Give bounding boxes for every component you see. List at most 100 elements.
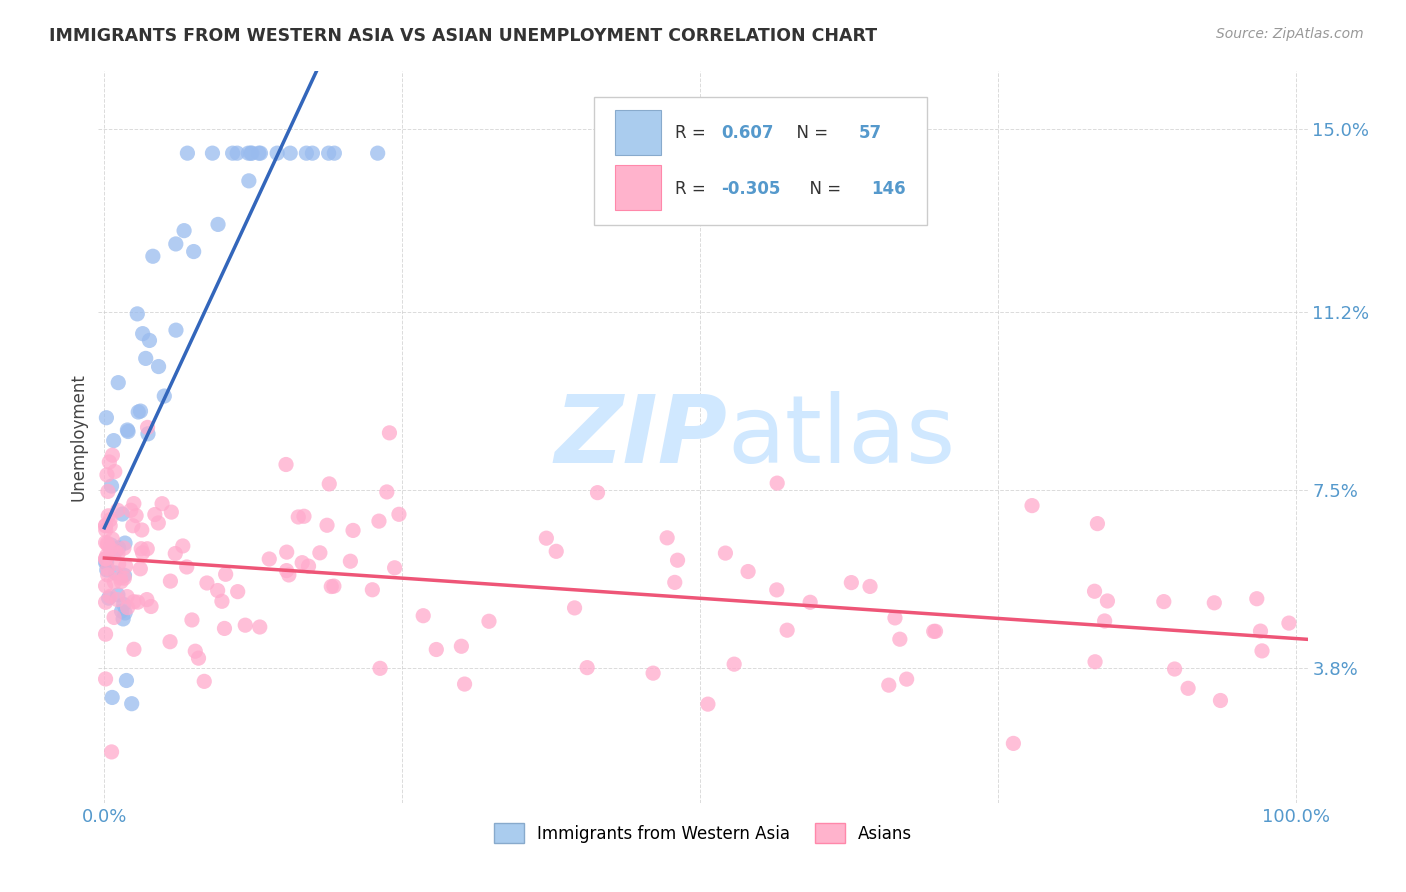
Point xyxy=(1177,681,1199,696)
Point xyxy=(127,595,149,609)
Point xyxy=(239,146,262,161)
Point xyxy=(112,612,135,626)
Point xyxy=(138,334,160,348)
Point xyxy=(696,697,718,711)
Point xyxy=(1278,616,1301,631)
Point xyxy=(98,513,121,527)
Point xyxy=(322,579,344,593)
Point xyxy=(238,146,260,161)
Point xyxy=(176,560,198,574)
Point xyxy=(98,518,121,533)
Point xyxy=(96,410,118,425)
Point xyxy=(318,476,340,491)
Point xyxy=(94,535,117,549)
Text: ZIP: ZIP xyxy=(554,391,727,483)
Point xyxy=(98,589,121,603)
Point xyxy=(114,536,136,550)
Point xyxy=(412,608,434,623)
Point xyxy=(240,146,263,161)
Bar xyxy=(614,165,661,211)
Point xyxy=(97,568,120,582)
Point xyxy=(107,376,129,390)
Point xyxy=(148,359,170,374)
Point xyxy=(321,580,343,594)
Point xyxy=(276,545,298,559)
Point xyxy=(1084,655,1107,669)
Point xyxy=(129,404,152,418)
Point xyxy=(96,467,118,482)
Point xyxy=(1083,584,1105,599)
Point xyxy=(176,146,198,161)
Point xyxy=(841,575,863,590)
Point xyxy=(276,564,298,578)
Point xyxy=(103,575,125,590)
Point xyxy=(1163,662,1185,676)
Point xyxy=(110,571,132,585)
Point xyxy=(287,510,309,524)
Point xyxy=(125,508,148,523)
Point xyxy=(187,651,209,665)
Point xyxy=(94,672,117,686)
Point xyxy=(657,531,679,545)
Point xyxy=(266,146,288,161)
Point xyxy=(136,420,159,434)
Point xyxy=(247,146,270,161)
Text: N =: N = xyxy=(786,124,834,142)
Point xyxy=(165,547,187,561)
Point xyxy=(214,567,236,582)
Point xyxy=(101,690,124,705)
Point xyxy=(160,505,183,519)
Point xyxy=(110,604,132,618)
Point xyxy=(375,485,398,500)
Point xyxy=(664,575,686,590)
Point xyxy=(122,595,145,609)
Point xyxy=(776,624,799,638)
Point xyxy=(172,539,194,553)
Point xyxy=(159,574,181,588)
Point xyxy=(94,579,117,593)
Point xyxy=(114,606,136,620)
Point xyxy=(127,307,149,321)
Point xyxy=(714,546,737,560)
Point xyxy=(195,576,218,591)
Point xyxy=(165,236,187,251)
Point xyxy=(257,552,280,566)
Point xyxy=(107,503,129,517)
Point xyxy=(1153,594,1175,608)
Point xyxy=(546,544,568,558)
Point xyxy=(450,640,472,654)
Point xyxy=(94,518,117,533)
Point xyxy=(97,508,120,523)
Point xyxy=(100,745,122,759)
Point xyxy=(536,531,558,545)
Point xyxy=(586,485,609,500)
Point xyxy=(103,610,125,624)
Point xyxy=(100,479,122,493)
Point xyxy=(148,516,170,530)
Point xyxy=(104,545,127,559)
Point xyxy=(97,591,120,606)
Point xyxy=(378,425,401,440)
Point xyxy=(142,249,165,263)
Point xyxy=(367,146,389,161)
Point xyxy=(884,611,907,625)
Point xyxy=(249,146,271,161)
Point xyxy=(114,559,136,574)
Point xyxy=(207,583,229,598)
Point xyxy=(201,146,224,161)
Point xyxy=(453,677,475,691)
Point xyxy=(1094,614,1116,628)
Point xyxy=(97,561,120,575)
Point xyxy=(278,146,301,161)
Point xyxy=(207,218,229,232)
Point xyxy=(129,562,152,576)
Point xyxy=(184,644,207,658)
Point xyxy=(765,582,787,597)
Point xyxy=(94,627,117,641)
Text: 146: 146 xyxy=(872,179,905,198)
Point xyxy=(295,146,318,161)
Point xyxy=(214,622,236,636)
Point xyxy=(117,600,139,615)
Point xyxy=(1250,624,1272,639)
Point xyxy=(368,661,391,675)
